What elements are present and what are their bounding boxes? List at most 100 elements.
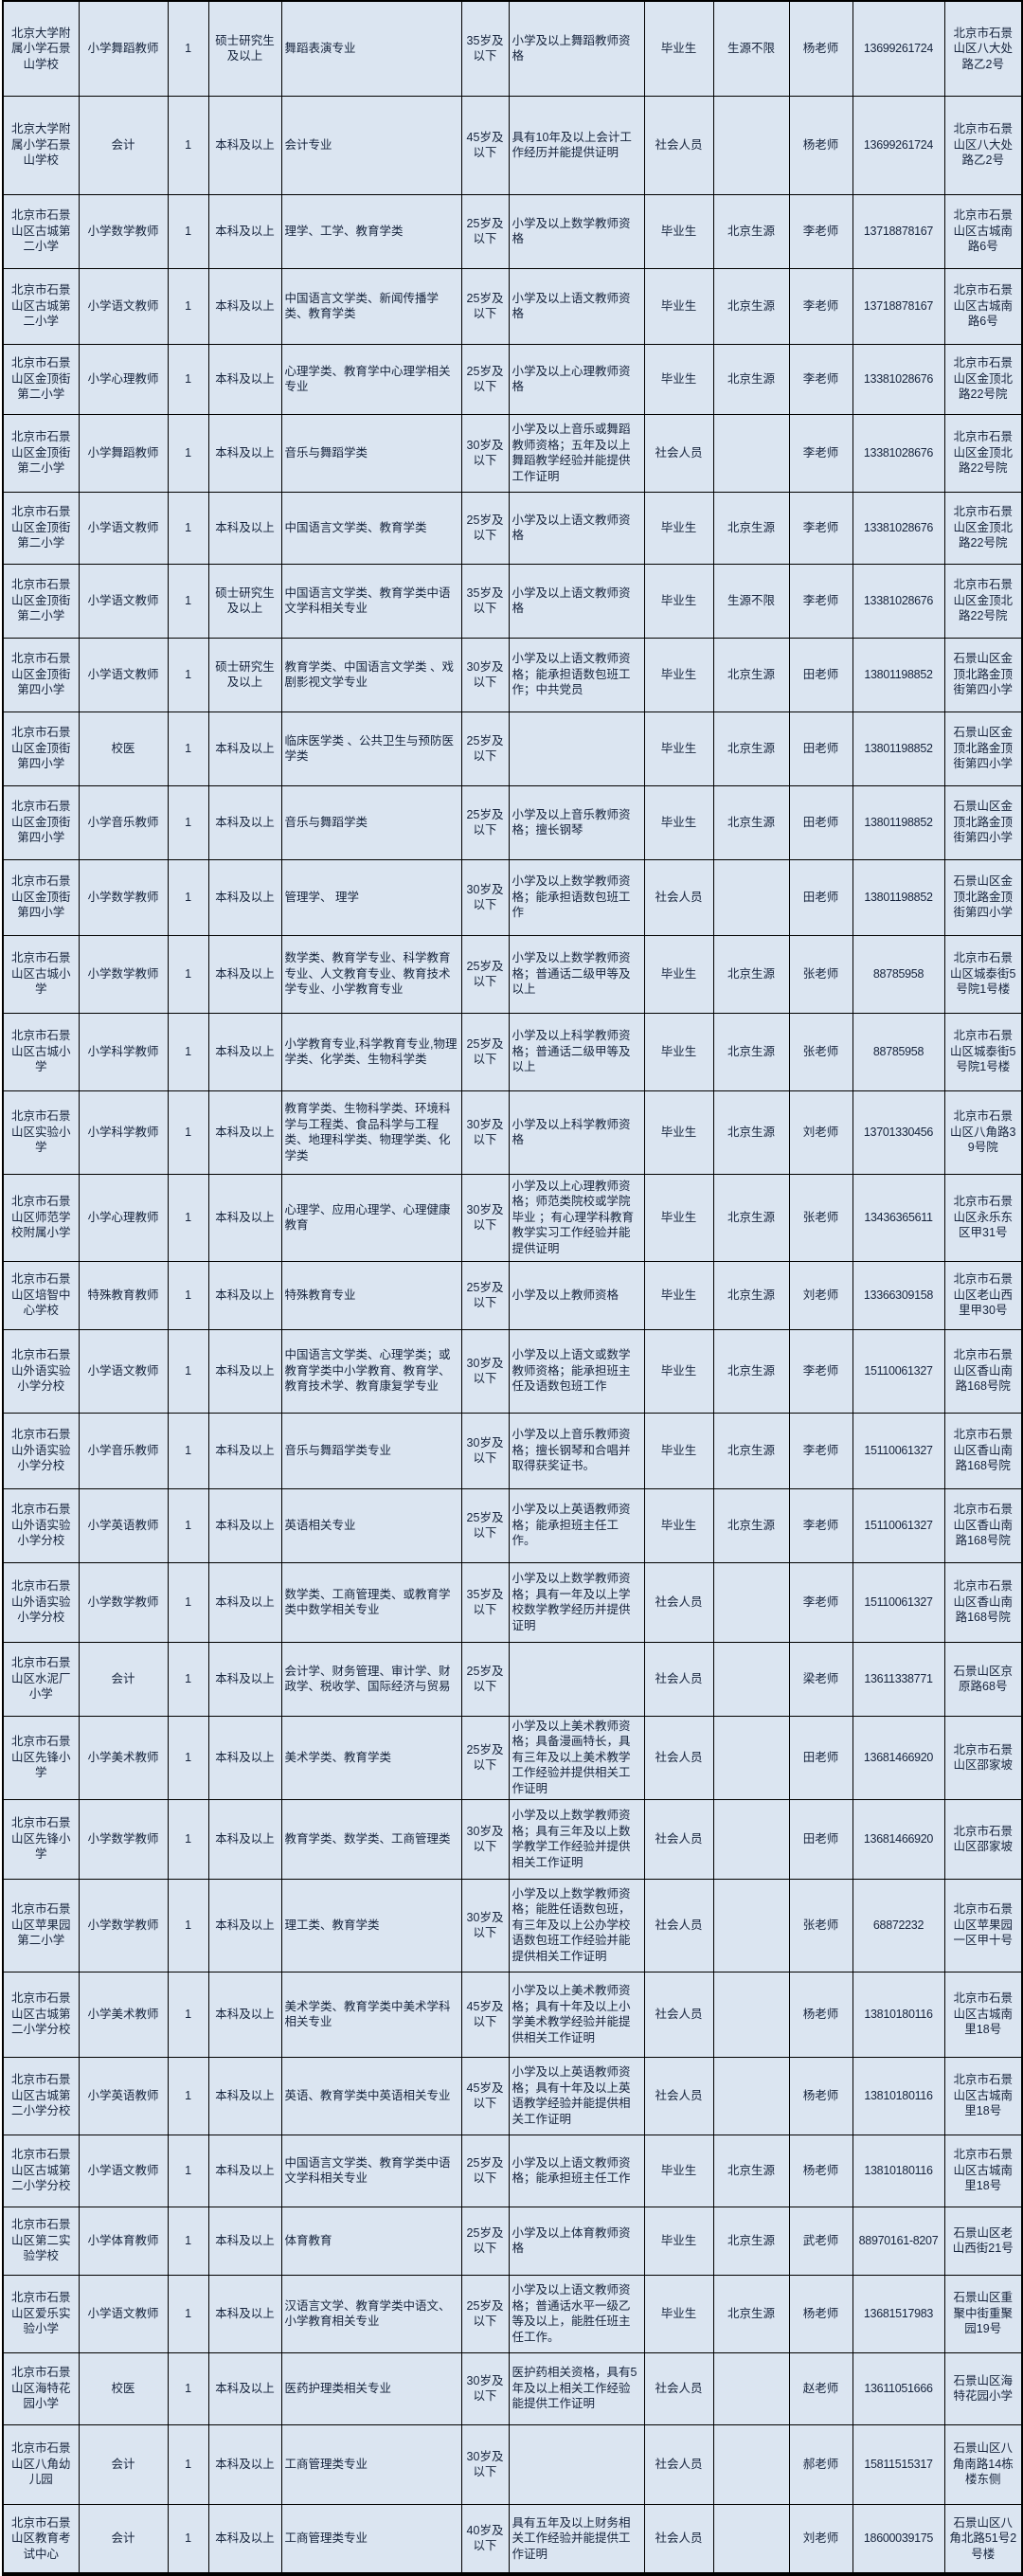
cell-headcount: 1 [167,1090,209,1175]
table-row: 北京市石景山区八角幼儿园 会计 1 本科及以上 工商管理类专业 30岁及以下 社会人员 郝老师… [2,2423,1023,2505]
cell-contact: 李老师 [788,1328,853,1414]
cell-education: 本科及以上 [207,1012,282,1091]
cell-headcount: 1 [167,934,209,1014]
cell-position: 小学语文教师 [78,563,169,639]
cell-school: 北京市石景山区爱乐实验小学 [2,2274,80,2353]
cell-contact: 杨老师 [788,2134,853,2207]
cell-candidate-type: 社会人员 [643,1561,714,1643]
cell-phone: 13366309158 [852,1260,945,1330]
cell-age-limit: 25岁及以下 [460,1012,510,1091]
cell-contact: 田老师 [788,1715,853,1800]
cell-other-requirements: 小学及以上教师资格 [508,1260,645,1330]
cell-major: 音乐与舞蹈学类专业 [280,1412,462,1489]
table-row: 北京市石景山区苹果园第二小学 小学数学教师 1 本科及以上 理工类、教育学类 30岁及以下… [2,1878,1023,1973]
cell-position: 校医 [78,711,169,786]
cell-position: 小学舞蹈教师 [78,413,169,493]
cell-school: 北京大学附属小学石景山学校 [2,0,80,97]
cell-address: 北京市石景山区古城南里18号 [943,2056,1023,2135]
cell-major: 中国语言文学类、新闻传播学类、教育学类 [280,267,462,345]
cell-headcount: 1 [167,2351,209,2425]
cell-position: 小学数学教师 [78,1798,169,1880]
cell-position: 小学科学教师 [78,1090,169,1175]
cell-other-requirements: 小学及以上语文教师资格；能承担语数包班工作；中共党员 [508,637,645,712]
cell-other-requirements: 小学及以上英语教师资格；具有十年及以上英语教学经验并能提供相关工作证明 [508,2056,645,2135]
table-row: 北京市石景山区金顶街第二小学 小学语文教师 1 本科及以上 中国语言文学类、教育学类 25… [2,491,1023,565]
cell-major: 教育学类、生物科学类、环境科学与工程类、食品科学与工程类、地理科学类、物理学类、… [280,1090,462,1175]
cell-candidate-type: 社会人员 [643,1798,714,1880]
cell-candidate-type: 毕业生 [643,711,714,786]
cell-age-limit: 25岁及以下 [460,2134,510,2207]
cell-other-requirements: 小学及以上语文教师资格；能承担班主任工作 [508,2134,645,2207]
cell-headcount: 1 [167,193,209,269]
cell-education: 本科及以上 [207,193,282,269]
cell-position: 小学语文教师 [78,491,169,565]
cell-school: 北京市石景山区苹果园第二小学 [2,1878,80,1973]
cell-contact: 李老师 [788,413,853,493]
cell-other-requirements: 小学及以上音乐教师资格；擅长钢琴 [508,784,645,860]
cell-phone: 15110061327 [852,1328,945,1414]
cell-phone: 13611338771 [852,1641,945,1717]
cell-contact: 李老师 [788,193,853,269]
cell-major: 英语、教育学类中英语相关专业 [280,2056,462,2135]
cell-contact: 李老师 [788,491,853,565]
cell-age-limit: 30岁及以下 [460,2351,510,2425]
cell-education: 本科及以上 [207,413,282,493]
cell-other-requirements: 医护药相关资格，具有5年及以上相关工作经验能提供工作证明 [508,2351,645,2425]
cell-other-requirements: 小学及以上语文教师资格 [508,563,645,639]
cell-school: 北京市石景山区培智中心学校 [2,1260,80,1330]
cell-candidate-type: 毕业生 [643,0,714,97]
table-row: 北京市石景山区金顶街第四小学 小学数学教师 1 本科及以上 管理学、 理学 30岁及以下小… [2,858,1023,936]
cell-origin: 生源不限 [712,0,790,97]
cell-headcount: 1 [167,95,209,195]
cell-age-limit: 35岁及以下 [460,563,510,639]
cell-contact: 李老师 [788,267,853,345]
cell-contact: 杨老师 [788,95,853,195]
cell-education: 本科及以上 [207,2056,282,2135]
cell-contact: 张老师 [788,1012,853,1091]
cell-education: 硕士研究生及以上 [207,0,282,97]
cell-origin [712,2423,790,2505]
cell-candidate-type: 毕业生 [643,267,714,345]
cell-position: 小学英语教师 [78,2056,169,2135]
cell-candidate-type: 毕业生 [643,784,714,860]
cell-headcount: 1 [167,0,209,97]
cell-age-limit: 25岁及以下 [460,267,510,345]
cell-headcount: 1 [167,2423,209,2505]
cell-candidate-type: 毕业生 [643,1328,714,1414]
cell-phone: 13701330456 [852,1090,945,1175]
cell-major: 数学类、教育学专业、科学教育专业、人文教育专业、教育技术学专业、小学教育专业 [280,934,462,1014]
cell-contact: 张老师 [788,934,853,1014]
cell-headcount: 1 [167,267,209,345]
cell-major: 体育教育 [280,2206,462,2276]
cell-major: 数学类、工商管理类、或教育学类中数学相关专业 [280,1561,462,1643]
cell-major: 特殊教育专业 [280,1260,462,1330]
cell-address: 北京市石景山区苹果园一区甲十号 [943,1878,1023,1973]
cell-origin: 北京生源 [712,1173,790,1262]
cell-candidate-type: 社会人员 [643,413,714,493]
cell-age-limit: 25岁及以下 [460,1641,510,1717]
cell-school: 北京市石景山区金顶街第二小学 [2,413,80,493]
cell-age-limit: 30岁及以下 [460,1878,510,1973]
cell-school: 北京市石景山区金顶街第四小学 [2,858,80,936]
cell-school: 北京市石景山区古城第二小学分校 [2,2056,80,2135]
cell-contact: 张老师 [788,1878,853,1973]
cell-education: 本科及以上 [207,267,282,345]
cell-address: 石景山区金顶北路金顶街第四小学 [943,711,1023,786]
cell-candidate-type: 毕业生 [643,491,714,565]
cell-major: 美术学类、教育学类 [280,1715,462,1800]
cell-headcount: 1 [167,1715,209,1800]
cell-contact: 杨老师 [788,0,853,97]
cell-contact: 张老师 [788,1173,853,1262]
cell-address: 北京市石景山区金顶北路22号院 [943,413,1023,493]
cell-other-requirements: 小学及以上语文教师资格 [508,267,645,345]
cell-phone: 13801198852 [852,858,945,936]
cell-other-requirements: 小学及以上科学教师资格 [508,1090,645,1175]
cell-age-limit: 25岁及以下 [460,343,510,415]
cell-school: 北京市石景山区先锋小学 [2,1798,80,1880]
cell-school: 北京市石景山外语实验小学分校 [2,1412,80,1489]
cell-origin: 北京生源 [712,784,790,860]
cell-position: 校医 [78,2351,169,2425]
cell-other-requirements: 具有五年及以上财务相关工作经验并能提供工作证明 [508,2503,645,2575]
cell-other-requirements: 小学及以上美术教师资格；具有十年及以上小学美术教学经验并能提供相关工作证明 [508,1971,645,2058]
